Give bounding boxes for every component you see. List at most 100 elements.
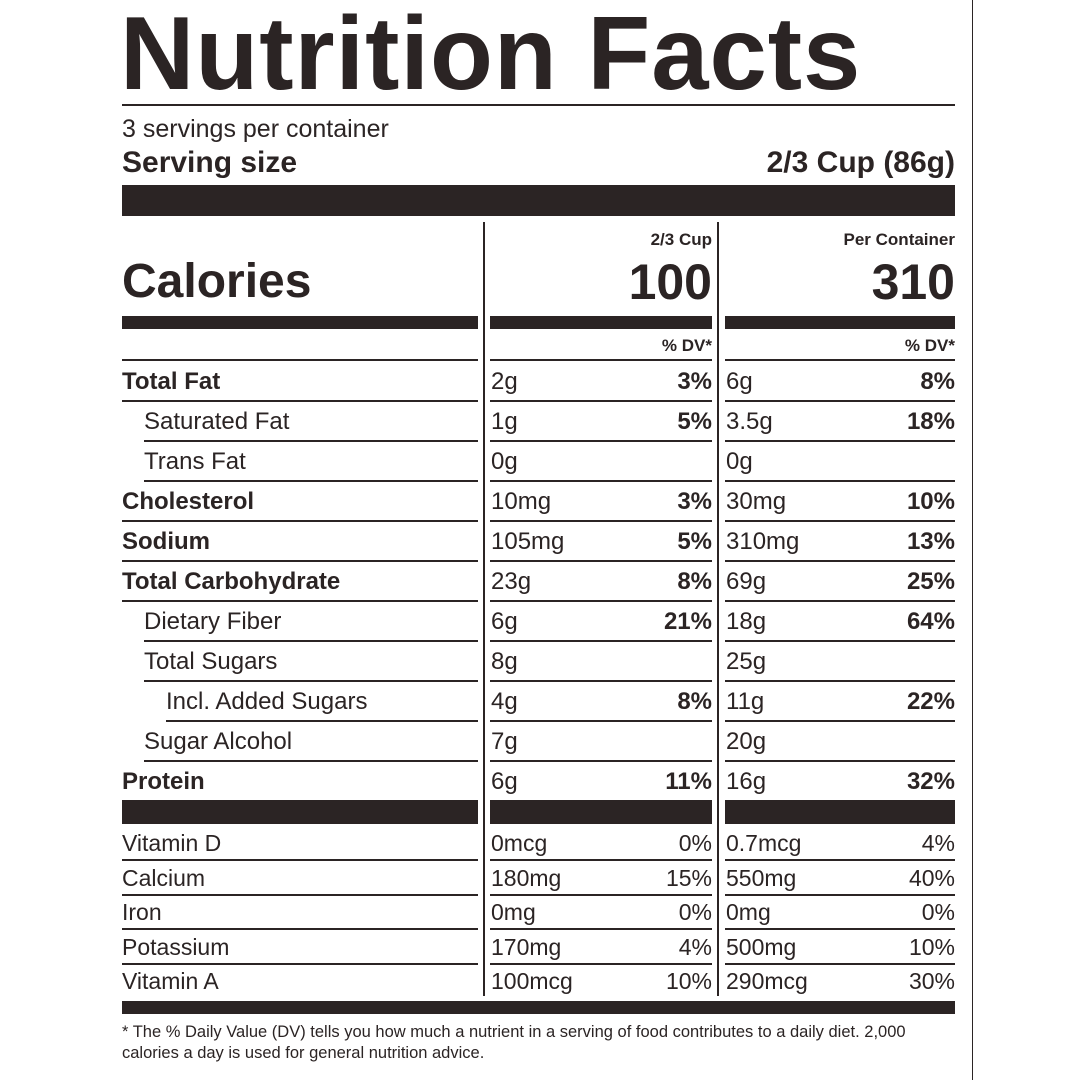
vitamin-dv-container: 0% <box>921 899 955 925</box>
row-rule <box>725 480 955 482</box>
nutrient-amount-container: 69g <box>726 568 767 595</box>
vitamin-amount-container: 0mg <box>726 899 771 925</box>
row-rule <box>122 962 478 965</box>
row-rule <box>725 680 955 682</box>
row-rule <box>122 400 478 402</box>
vitamin-amount-container: 550mg <box>726 864 797 891</box>
footnote: * The % Daily Value (DV) tells you how m… <box>122 1023 906 1062</box>
calories-bar-3 <box>725 316 955 329</box>
footnote-bar <box>122 1001 955 1014</box>
column-header-container: Per Container <box>843 230 955 249</box>
row-rule <box>725 962 955 965</box>
vitamin-amount-serving: 100mcg <box>491 968 573 994</box>
dv-rule-3 <box>725 359 955 361</box>
servings-per-container: 3 servings per container <box>122 115 389 143</box>
nutrient-name: Dietary Fiber <box>144 608 282 635</box>
row-rule <box>490 440 712 442</box>
row-rule <box>122 928 478 930</box>
nutrient-row: Dietary Fiber 6g 21% 18g 64% <box>122 602 955 642</box>
row-rule <box>490 520 712 522</box>
row-rule <box>725 928 955 930</box>
vitamin-dv-container: 4% <box>921 830 955 856</box>
calories-per-container: 310 <box>871 254 955 310</box>
nutrient-name: Total Sugars <box>144 648 278 675</box>
dv-rule-1 <box>122 359 478 361</box>
row-rule <box>725 600 955 602</box>
nutrient-dv-serving: 8% <box>677 688 712 715</box>
vitamin-amount-serving: 180mg <box>491 864 562 891</box>
nutrient-name: Cholesterol <box>122 488 255 515</box>
nutrient-name: Trans Fat <box>144 448 246 475</box>
nutrient-amount-serving: 7g <box>491 728 518 755</box>
row-rule <box>144 440 478 442</box>
vitamin-amount-container: 0.7mcg <box>726 830 802 856</box>
nutrient-dv-serving: 21% <box>663 608 712 635</box>
nutrient-name: Sodium <box>122 528 210 555</box>
nutrient-name: Incl. Added Sugars <box>166 688 368 715</box>
nutrient-amount-serving: 23g <box>491 568 532 595</box>
vitamin-row: Iron 0mg 0% 0mg 0% <box>122 895 955 930</box>
row-rule <box>490 962 712 965</box>
nutrient-amount-serving: 8g <box>491 648 518 675</box>
nutrient-name: Total Carbohydrate <box>122 568 341 595</box>
nutrient-amount-container: 25g <box>726 648 767 675</box>
dv-rule-2 <box>490 359 712 361</box>
nutrition-facts-label: Nutrition Facts 3 servings per container… <box>120 0 955 1080</box>
page-right-border <box>972 0 973 1080</box>
vitamin-name: Vitamin D <box>122 830 222 856</box>
vitamin-amount-container: 290mcg <box>726 968 808 994</box>
nutrient-row: Incl. Added Sugars 4g 8% 11g 22% <box>122 682 955 722</box>
serving-size-value: 2/3 Cup (86g) <box>766 146 955 179</box>
nutrient-name: Total Fat <box>122 368 221 395</box>
vitamin-bar-1 <box>122 800 478 824</box>
row-rule <box>144 760 478 762</box>
row-rule <box>725 760 955 762</box>
row-rule <box>122 600 478 602</box>
nutrient-dv-serving: 5% <box>677 528 712 555</box>
nutrient-amount-container: 310mg <box>726 528 800 555</box>
row-rule <box>144 640 478 642</box>
vitamin-name: Calcium <box>122 864 206 891</box>
nutrient-dv-serving: 5% <box>677 408 712 435</box>
vitamin-amount-serving: 0mg <box>491 899 536 925</box>
nutrient-dv-serving: 3% <box>677 488 712 515</box>
row-rule <box>490 480 712 482</box>
nutrient-dv-container: 64% <box>906 608 955 635</box>
row-rule <box>725 560 955 562</box>
vitamin-dv-container: 40% <box>908 864 955 891</box>
serving-size-label: Serving size <box>122 146 298 179</box>
vitamin-row: Potassium 170mg 4% 500mg 10% <box>122 930 955 965</box>
calories-per-serving: 100 <box>628 254 712 310</box>
row-rule <box>490 680 712 682</box>
nutrient-amount-container: 20g <box>726 728 767 755</box>
nutrient-name: Saturated Fat <box>144 408 290 435</box>
nutrient-row: Total Sugars 8g 25g <box>122 642 955 682</box>
calories-bar-2 <box>490 316 712 329</box>
row-rule <box>725 520 955 522</box>
row-rule <box>725 440 955 442</box>
vitamin-dv-serving: 10% <box>665 968 712 994</box>
column-divider-2 <box>717 222 719 996</box>
nutrient-dv-container: 18% <box>906 408 955 435</box>
nutrient-row: Sodium 105mg 5% 310mg 13% <box>122 522 955 562</box>
nutrient-dv-container: 8% <box>920 368 955 395</box>
nutrient-amount-serving: 1g <box>491 408 518 435</box>
nutrient-dv-container: 32% <box>906 768 955 795</box>
row-rule <box>490 760 712 762</box>
column-divider-1 <box>483 222 485 996</box>
nutrient-row: Cholesterol 10mg 3% 30mg 10% <box>122 482 955 522</box>
vitamin-dv-container: 30% <box>908 968 955 994</box>
nutrient-dv-serving: 3% <box>677 368 712 395</box>
row-rule <box>490 928 712 930</box>
nutrient-dv-container: 10% <box>906 488 955 515</box>
serving-size-row: Serving size 2/3 Cup (86g) <box>122 146 955 180</box>
nutrient-amount-serving: 105mg <box>491 528 565 555</box>
vitamin-amount-serving: 0mcg <box>491 830 548 856</box>
vitamin-dv-serving: 0% <box>678 830 712 856</box>
dv-header-serving: % DV* <box>661 336 712 355</box>
serving-thick-bar <box>122 185 955 216</box>
vitamin-amount-serving: 170mg <box>491 933 562 960</box>
row-rule <box>490 400 712 402</box>
nutrient-amount-container: 11g <box>726 688 765 715</box>
nutrient-amount-serving: 4g <box>491 688 518 715</box>
